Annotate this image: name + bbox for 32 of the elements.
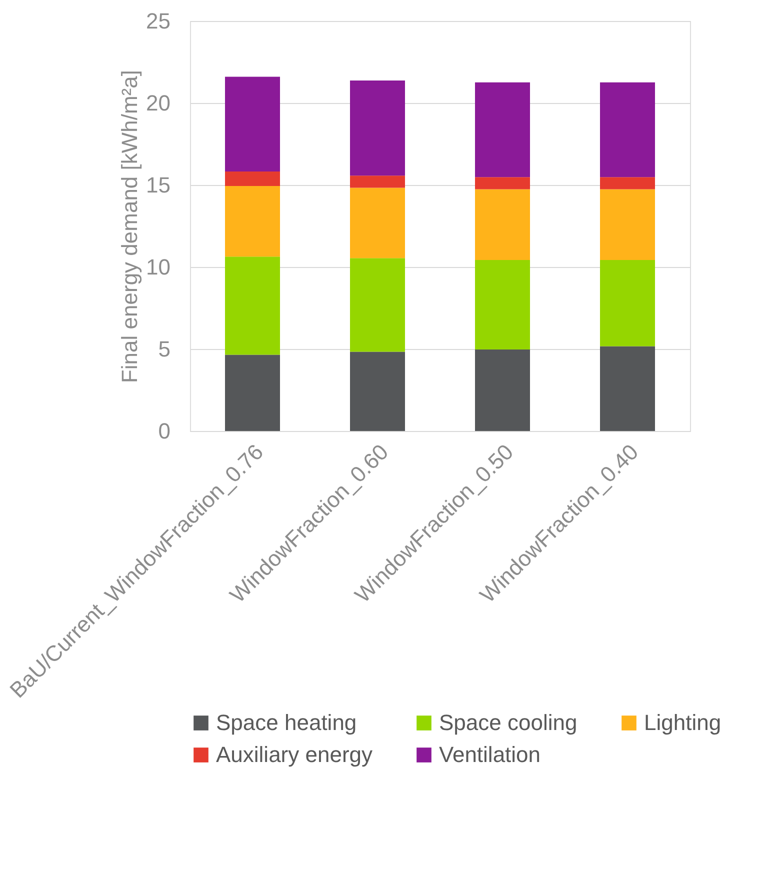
bar <box>600 260 655 346</box>
bar <box>225 256 280 355</box>
bar <box>475 260 530 350</box>
y-axis-title: Final energy demand [kWh/m²a] <box>117 70 142 384</box>
legend-label: Space cooling <box>439 710 578 735</box>
bar <box>225 76 280 172</box>
bar <box>475 177 530 190</box>
bar <box>600 346 655 431</box>
bar <box>350 352 405 431</box>
y-tick-label: 0 <box>158 418 170 444</box>
bar <box>225 172 280 186</box>
y-tick-label: 5 <box>158 336 170 362</box>
bar <box>475 189 530 260</box>
y-tick-label: 15 <box>146 172 170 198</box>
bar <box>475 82 530 178</box>
bar <box>350 188 405 258</box>
bar <box>600 82 655 178</box>
bar <box>475 349 530 431</box>
legend-label: Lighting <box>644 710 722 735</box>
legend-label: Ventilation <box>439 742 541 767</box>
y-tick-label: 25 <box>146 8 170 34</box>
bar <box>350 80 405 176</box>
bar <box>350 176 405 188</box>
bar <box>600 177 655 190</box>
bar <box>350 258 405 352</box>
bar <box>600 189 655 260</box>
y-tick-label: 20 <box>146 90 170 116</box>
legend-label: Auxiliary energy <box>216 742 373 767</box>
legend-label: Space heating <box>216 710 357 735</box>
bar <box>225 186 280 257</box>
y-tick-label: 10 <box>146 254 170 280</box>
bar <box>225 354 280 431</box>
